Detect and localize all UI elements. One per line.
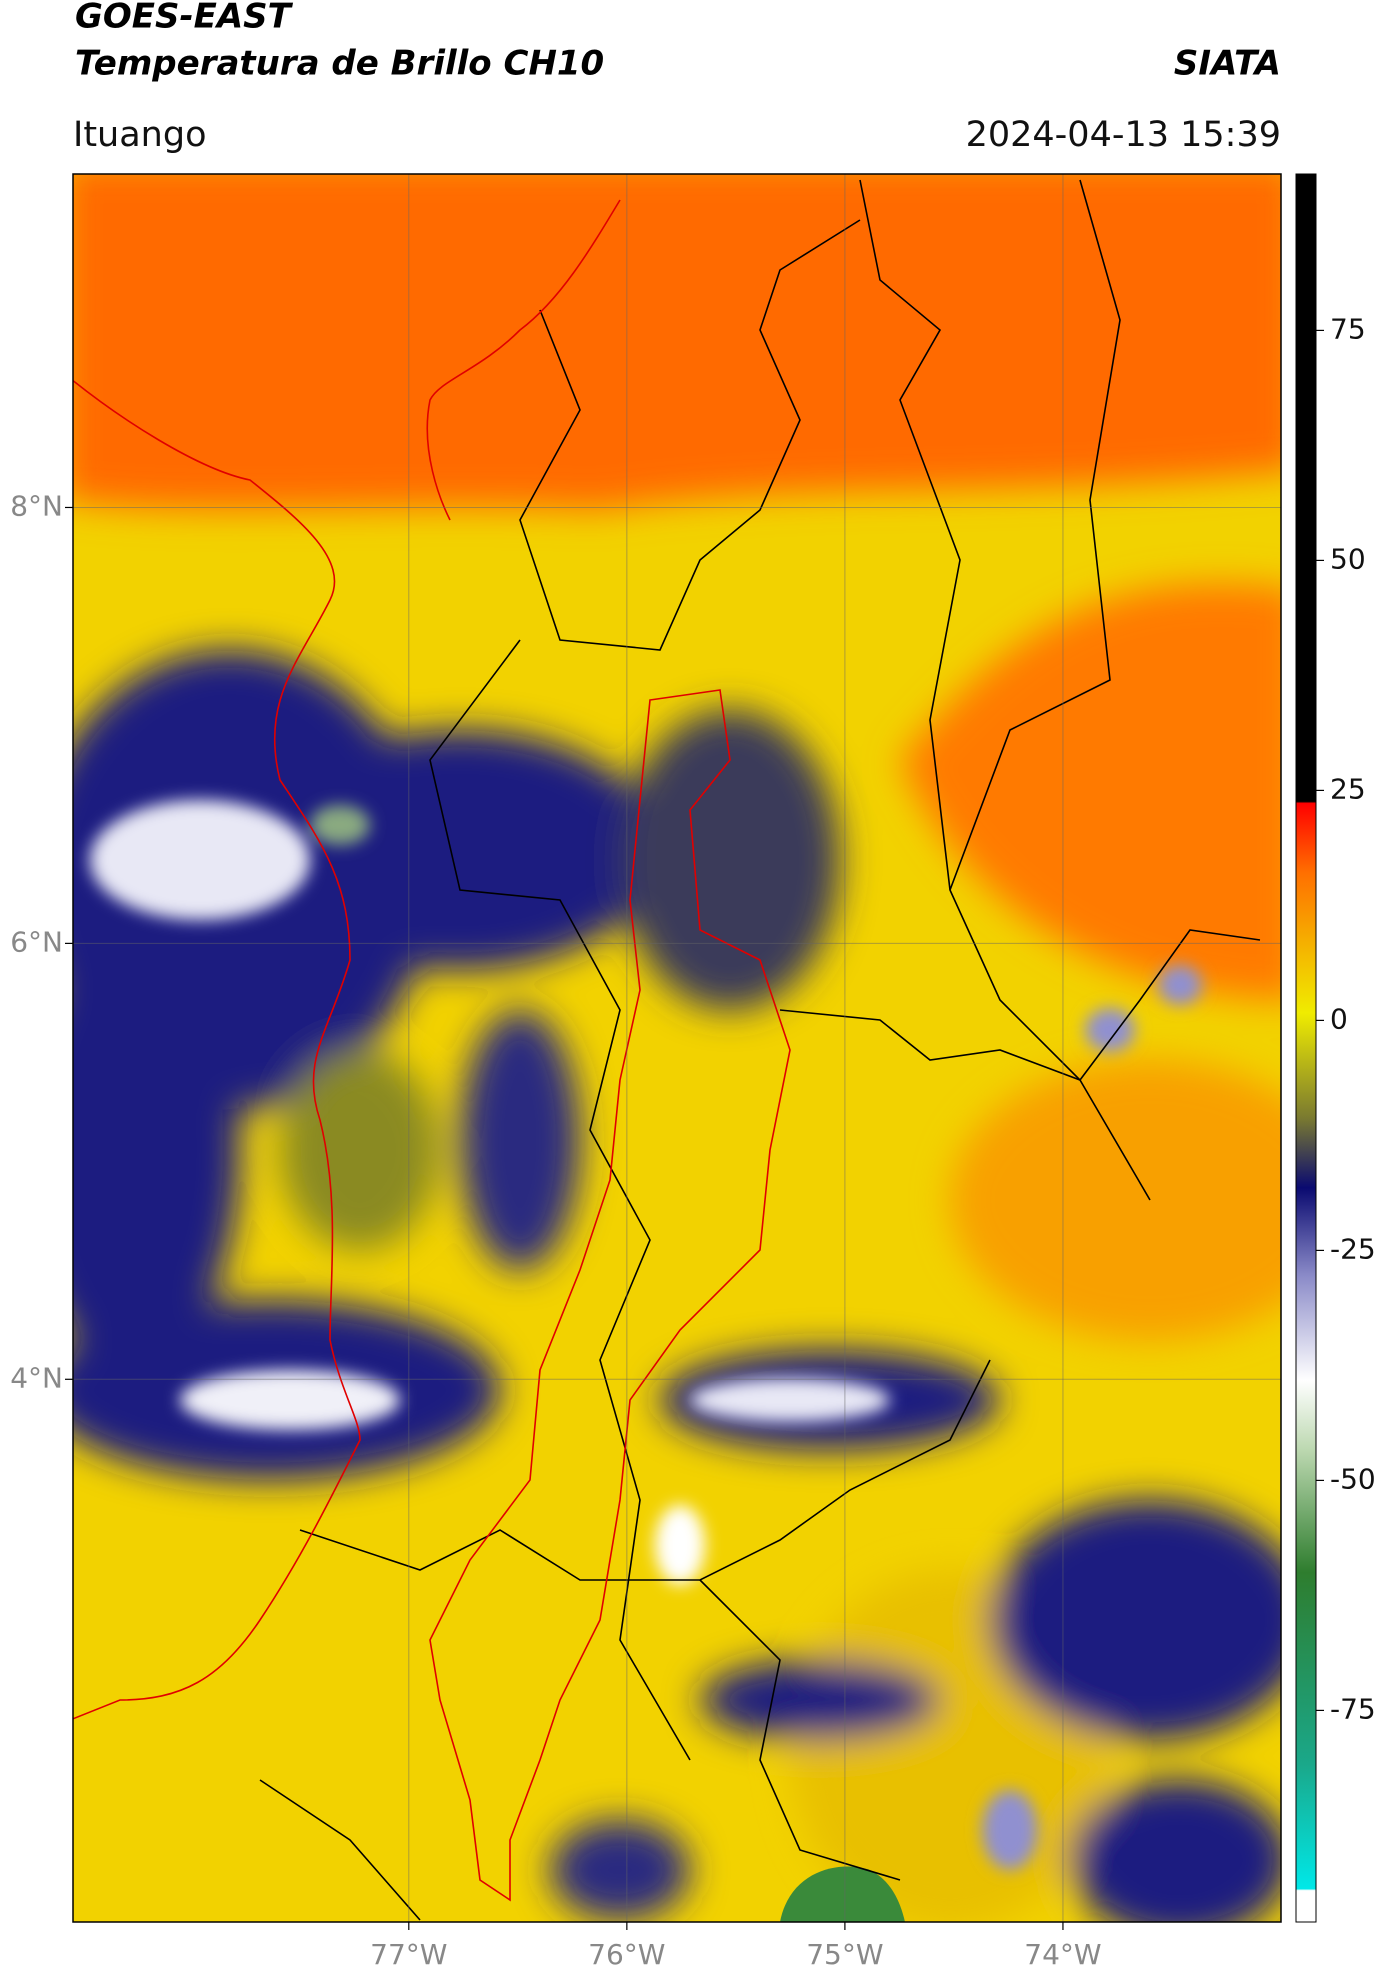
x-tick-label: 77°W — [370, 1938, 447, 1971]
x-tick-label: 74°W — [1024, 1938, 1101, 1971]
colorbar-tick-label: 75 — [1330, 312, 1366, 345]
satellite-image — [73, 174, 1281, 1922]
source: SIATA — [1174, 44, 1281, 84]
subtitle: Temperatura de Brillo CH10 — [75, 44, 604, 84]
y-tick-label: 8°N — [10, 489, 63, 522]
colorbar-tick-label: 50 — [1330, 542, 1366, 575]
colorbar-tick-label: -75 — [1330, 1692, 1376, 1725]
datetime: 2024-04-13 15:39 — [966, 115, 1281, 155]
x-tick-label: 76°W — [588, 1938, 665, 1971]
colorbar — [1295, 173, 1317, 1923]
location: Ituango — [73, 115, 207, 155]
colorbar-tick-label: 25 — [1330, 772, 1366, 805]
colorbar-tick-label: -50 — [1330, 1462, 1376, 1495]
colorbar-tick-label: -25 — [1330, 1232, 1376, 1265]
y-tick-label: 6°N — [10, 925, 63, 958]
graticule — [73, 174, 1281, 1922]
colorbar-tick-label: 0 — [1330, 1002, 1348, 1035]
title: GOES-EAST — [75, 0, 294, 37]
y-tick-label: 4°N — [10, 1361, 63, 1394]
map-frame — [72, 173, 1282, 1923]
x-tick-label: 75°W — [806, 1938, 883, 1971]
